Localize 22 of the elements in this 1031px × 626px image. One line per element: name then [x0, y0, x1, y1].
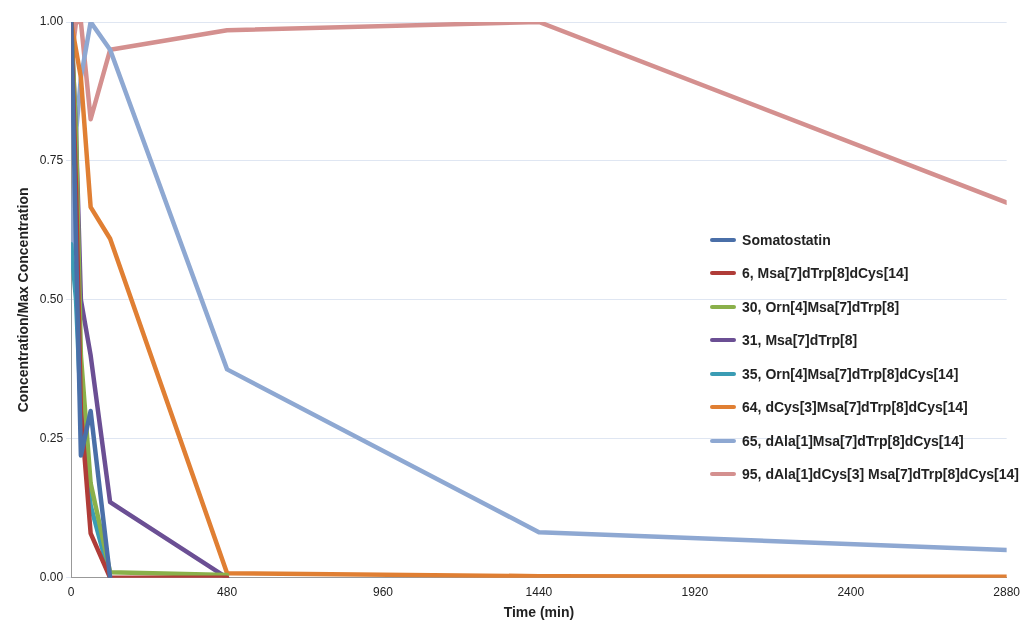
x-tick-label: 960	[372, 585, 394, 600]
y-axis-title: Concentration/Max Concentration	[15, 187, 32, 413]
legend-label: 35, Orn[4]Msa[7]dTrp[8]dCys[14]	[742, 365, 959, 382]
x-tick-label: 1920	[681, 585, 709, 600]
y-tick-label: 0.25	[39, 431, 64, 446]
x-tick-label: 2880	[993, 585, 1021, 600]
legend-label: 65, dAla[1]Msa[7]dTrp[8]dCys[14]	[742, 432, 964, 449]
x-tick-label: 1440	[525, 585, 553, 600]
y-tick-label: 0.50	[39, 292, 64, 307]
y-tick-label: 1.00	[39, 14, 64, 29]
x-tick-label: 2400	[837, 585, 865, 600]
x-axis-title: Time (min)	[503, 604, 575, 621]
legend-label: 95, dAla[1]dCys[3] Msa[7]dTrp[8]dCys[14]	[742, 466, 1019, 483]
legend-label: 64, dCys[3]Msa[7]dTrp[8]dCys[14]	[742, 399, 968, 416]
legend-label: Somatostatin	[742, 231, 831, 248]
legend-label: 6, Msa[7]dTrp[8]dCys[14]	[742, 265, 909, 282]
y-tick-label: 0.00	[39, 570, 64, 585]
legend-label: 30, Orn[4]Msa[7]dTrp[8]	[742, 298, 900, 315]
y-tick-label: 0.75	[39, 153, 64, 168]
x-tick-label: 0	[67, 585, 75, 600]
x-tick-label: 480	[217, 585, 238, 600]
legend-label: 31, Msa[7]dTrp[8]	[742, 332, 858, 349]
